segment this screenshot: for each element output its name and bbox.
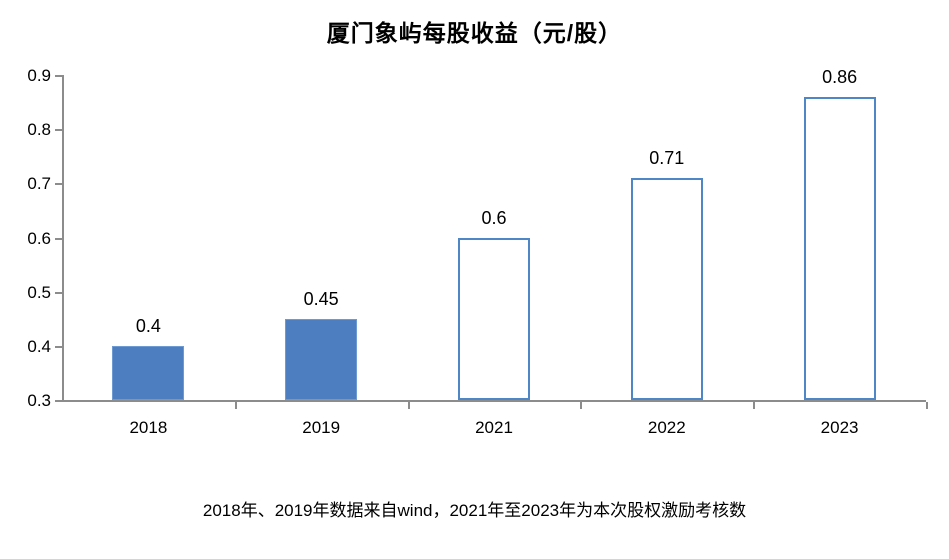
y-axis-tick-label: 0.4 xyxy=(27,336,51,356)
y-axis-tick xyxy=(55,129,62,132)
bar-2018 xyxy=(112,345,185,400)
bar-value-label-2022: 0.71 xyxy=(649,147,685,168)
x-axis-line xyxy=(55,400,926,402)
bar-value-label-2021: 0.6 xyxy=(481,207,507,228)
y-axis-tick xyxy=(55,400,62,402)
y-axis-tick xyxy=(55,237,62,240)
chart-footnote: 2018年、2019年数据来自wind，2021年至2023年为本次股权激励考核… xyxy=(202,501,747,520)
y-axis-tick-label: 0.3 xyxy=(27,391,51,410)
x-axis-tick xyxy=(753,402,756,409)
x-axis-tick xyxy=(926,402,928,409)
bar-value-label-2023: 0.86 xyxy=(822,66,858,87)
y-axis-tick xyxy=(55,345,62,348)
chart-title: 厦门象屿每股收益（元/股） xyxy=(326,20,623,46)
x-axis-category-label-2019: 2019 xyxy=(302,418,341,437)
bar-value-label-2018: 0.4 xyxy=(135,315,161,336)
y-axis-tick xyxy=(55,183,62,186)
y-axis-tick-label: 0.9 xyxy=(27,66,51,85)
y-axis-tick-label: 0.8 xyxy=(27,120,51,140)
x-axis-category-label-2023: 2023 xyxy=(820,418,859,437)
x-axis-tick xyxy=(580,402,583,409)
x-axis-category-label-2018: 2018 xyxy=(129,418,168,437)
y-axis-tick xyxy=(55,75,62,77)
bar-2019 xyxy=(285,318,358,400)
y-axis-tick xyxy=(55,291,62,294)
x-axis-category-label-2022: 2022 xyxy=(647,418,686,437)
x-axis-tick xyxy=(234,402,237,409)
bar-value-label-2019: 0.45 xyxy=(303,288,339,309)
x-axis-category-label-2021: 2021 xyxy=(475,418,513,437)
bar-2021 xyxy=(458,237,530,400)
y-axis-tick-label: 0.5 xyxy=(27,282,51,302)
x-axis-tick xyxy=(407,402,410,409)
y-axis-tick-label: 0.6 xyxy=(27,228,51,248)
bar-2022 xyxy=(630,177,703,400)
bar-2023 xyxy=(803,96,876,400)
y-axis-tick-label: 0.7 xyxy=(27,174,51,194)
y-axis-line xyxy=(62,75,64,402)
